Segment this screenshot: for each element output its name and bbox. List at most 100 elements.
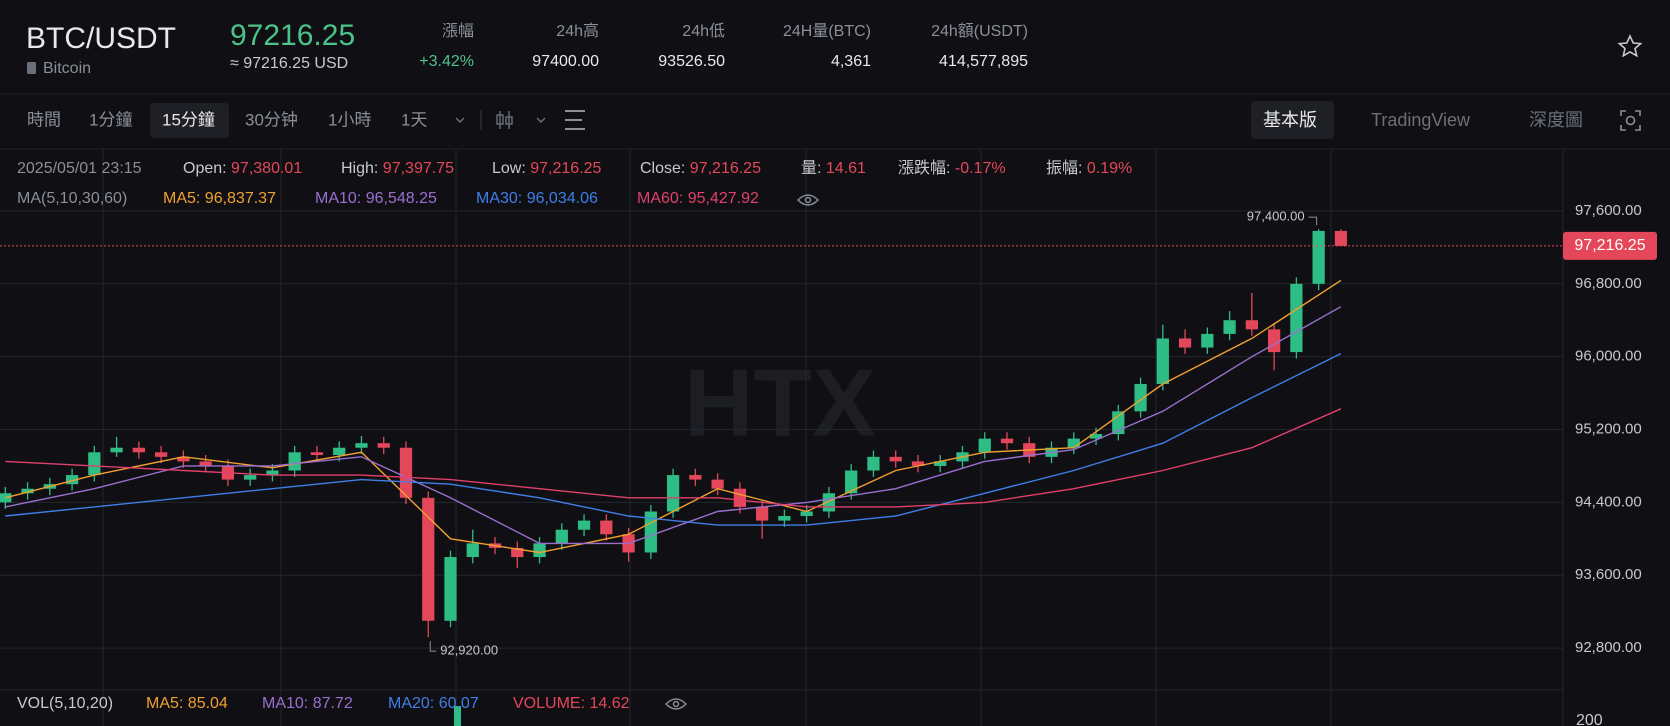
interval-tab[interactable]: 1分鐘 [89, 110, 132, 129]
stats: 漲幅 +3.42% 24h高 97400.00 24h低 93526.50 24H量(BTC… [419, 22, 1028, 70]
volume-ma-value: MA20: 60.07 [388, 695, 479, 712]
view-tab[interactable]: 基本版 [1263, 110, 1317, 130]
candle-body [756, 506, 769, 521]
candle-body [399, 447, 413, 498]
stat-label: 24h低 [682, 22, 725, 40]
chevron[interactable] [455, 117, 465, 123]
candle-body [867, 456, 880, 471]
views: 基本版 TradingView 深度圖 [1263, 110, 1583, 130]
candle-body [1267, 329, 1281, 353]
candle-body [1334, 230, 1348, 246]
stat-value: 414,577,895 [939, 53, 1028, 70]
candle-body [978, 438, 991, 453]
interval-tab[interactable]: 30分钟 [245, 110, 298, 129]
min-label: 92,920.00 [440, 643, 498, 658]
eye-icon[interactable] [664, 698, 688, 710]
y-tick-label: 93,600.00 [1575, 566, 1642, 583]
volume-label: VOL(5,10,20) [17, 695, 113, 712]
max-pointer [1308, 216, 1318, 226]
candle-body [199, 461, 212, 466]
favorite-star[interactable] [1617, 34, 1643, 58]
ma-line [5, 279, 1342, 554]
y-tick-label: 92,800.00 [1575, 639, 1642, 656]
interval-tab[interactable]: 1小時 [328, 110, 371, 129]
active-view-bg [1251, 101, 1334, 139]
candle-body [1178, 338, 1192, 348]
info-label: 量: [801, 160, 826, 177]
candle-body [711, 479, 724, 489]
price-usd: ≈ 97216.25 USD [230, 55, 348, 72]
volume-ma-value: MA5: 85.04 [146, 695, 228, 712]
y-tick-label: 95,200.00 [1575, 420, 1642, 437]
interval-tab[interactable]: 15分鐘 [162, 110, 215, 129]
candle-body [466, 543, 479, 558]
view-tab[interactable]: TradingView [1371, 110, 1471, 130]
info-value: 97,216.25 [690, 160, 761, 177]
last-price-box [1563, 231, 1657, 260]
info-label: 振幅: [1046, 159, 1087, 177]
eye-icon[interactable] [796, 194, 820, 206]
ma-label: MA(5,10,30,60) [17, 190, 127, 207]
candle-body [778, 516, 791, 521]
stat-value: 93526.50 [658, 53, 725, 70]
info-label: 漲跌幅: [898, 159, 955, 177]
info-value: 97,216.25 [530, 160, 601, 177]
candle-body [422, 497, 435, 621]
candle-body [288, 452, 301, 471]
time: 2025/05/01 23:15 [17, 160, 142, 177]
ma-line [5, 352, 1342, 526]
info-value: 97,397.75 [383, 160, 454, 177]
ma-legend: MA5: 96,837.37 MA10: 96,548.25 MA30: 96,03… [163, 190, 759, 207]
candle-body [689, 475, 702, 480]
candle-body [333, 447, 346, 456]
candle-body [1201, 333, 1214, 348]
stat-label: 24h額(USDT) [931, 22, 1028, 40]
interval-tab[interactable]: 時間 [27, 110, 61, 129]
y-tick-label: 97,600.00 [1575, 202, 1642, 219]
candle-body [177, 456, 190, 462]
watermark: HTX [684, 349, 876, 456]
candle-body [110, 447, 123, 453]
candle-body [355, 443, 368, 448]
stat-value: 97400.00 [532, 53, 599, 70]
candle-body [1312, 230, 1325, 284]
candle-body [1290, 283, 1303, 353]
candle-body [911, 461, 925, 466]
candle-body [1245, 320, 1258, 330]
view-tab[interactable]: 深度圖 [1529, 110, 1583, 130]
intervals: 時間 1分鐘 15分鐘 30分钟 1小時 1天 [27, 110, 427, 129]
interval-tab[interactable]: 1天 [401, 110, 427, 129]
volume-legend: MA5: 85.04 MA10: 87.72 MA20: 60.07 VOLUME: … [146, 695, 630, 712]
coin-name: Bitcoin [43, 60, 91, 77]
screenshot-icon[interactable] [1620, 110, 1641, 131]
candle-body [533, 543, 546, 558]
candle-body [845, 470, 858, 494]
candle-body [444, 557, 457, 621]
stat-label: 漲幅 [442, 22, 474, 40]
chart-area: HTX 97,600.00 96,800.00 96,000.00 95,200.00 9… [0, 149, 1657, 726]
candle-body [266, 470, 279, 476]
candle-body [889, 456, 902, 462]
info-label: Open: [183, 160, 231, 177]
info-value: 97,380.01 [231, 160, 302, 177]
candle-body [154, 452, 168, 457]
indicator-icon[interactable] [565, 110, 585, 130]
ohlc-info: 2025/05/01 23:15 Open: 97,380.01 High: 97,… [17, 159, 1132, 177]
coin-icon [27, 62, 36, 74]
volume-ma-value: MA10: 87.72 [262, 695, 353, 712]
max-label: 97,400.00 [1247, 209, 1305, 224]
ma-value: MA10: 96,548.25 [315, 190, 437, 207]
candle-body [1000, 438, 1014, 444]
candle-body [733, 488, 747, 507]
chevron[interactable] [536, 117, 546, 123]
candle-body [577, 520, 591, 530]
y-tick-label: 96,000.00 [1575, 348, 1642, 365]
y-tick-label: 96,800.00 [1575, 275, 1642, 292]
candle-body [88, 452, 101, 476]
candle-body [822, 493, 836, 512]
candle-body [1156, 338, 1169, 384]
candle-type-icon[interactable] [496, 111, 513, 129]
candle-body [377, 443, 390, 448]
